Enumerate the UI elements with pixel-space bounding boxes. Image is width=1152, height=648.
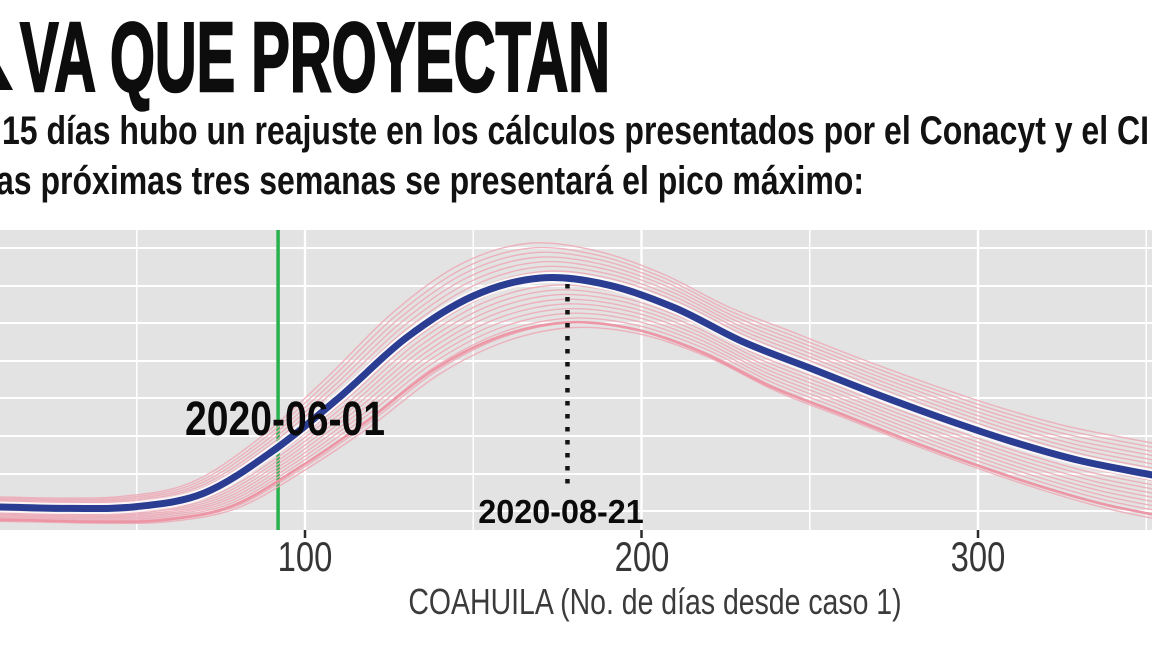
scenario-line: [0, 293, 1152, 515]
scenario-line: [0, 307, 1152, 519]
subtitle-line-2: as próximas tres semanas se presentará e…: [0, 159, 864, 203]
scenario-line: [0, 312, 1152, 520]
subtitle-line-1: 15 días hubo un reajuste en los cálculos…: [2, 109, 1149, 153]
scenario-line: [0, 326, 1152, 525]
scenario-line: [0, 251, 1152, 502]
scenario-line: [0, 303, 1152, 518]
x-tick-200: 200: [614, 533, 670, 580]
x-tick-100: 100: [277, 533, 333, 580]
x-axis-title: COAHUILA (No. de días desde caso 1): [408, 581, 902, 622]
scenario-line: [0, 242, 1152, 499]
x-tick-300: 300: [950, 533, 1006, 580]
curves-group: [0, 242, 1152, 525]
scenario-median-line: [0, 320, 1152, 524]
scenario-line: [0, 256, 1152, 504]
event-label-2020-08-21: 2020-08-21: [478, 493, 644, 530]
event-label-2020-06-01: 2020-06-01: [184, 393, 386, 446]
scenario-line: [0, 298, 1152, 516]
scenario-line: [0, 246, 1152, 501]
page-title: VA QUE PROYECTAN: [19, 2, 611, 112]
projection-line: [0, 274, 1152, 512]
